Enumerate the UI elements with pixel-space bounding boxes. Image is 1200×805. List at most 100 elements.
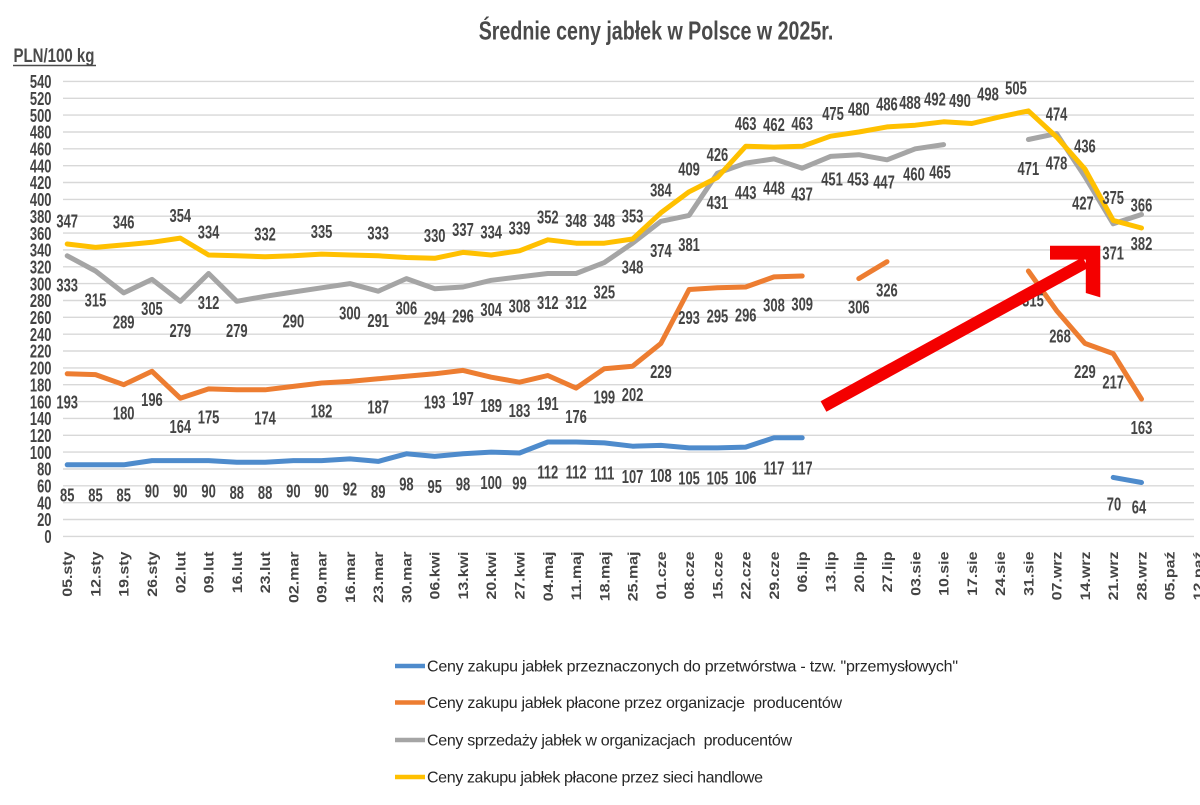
svg-text:03.sie: 03.sie <box>909 552 924 596</box>
svg-text:105: 105 <box>707 470 729 490</box>
svg-text:01.cze: 01.cze <box>655 552 670 600</box>
svg-text:108: 108 <box>650 467 672 487</box>
svg-text:304: 304 <box>480 301 502 321</box>
svg-text:193: 193 <box>56 393 78 413</box>
svg-text:279: 279 <box>226 322 248 342</box>
svg-text:80: 80 <box>37 461 51 481</box>
svg-text:27.lip: 27.lip <box>881 552 896 593</box>
svg-text:300: 300 <box>339 304 361 324</box>
svg-text:308: 308 <box>509 298 531 318</box>
svg-text:PLN/100 kg: PLN/100 kg <box>14 45 95 66</box>
svg-text:17.sie: 17.sie <box>966 552 981 596</box>
svg-text:98: 98 <box>456 475 470 495</box>
svg-text:163: 163 <box>1131 419 1153 439</box>
svg-text:100: 100 <box>30 444 52 464</box>
svg-text:07.wrz: 07.wrz <box>1051 552 1066 601</box>
svg-text:354: 354 <box>170 207 192 227</box>
svg-text:295: 295 <box>707 307 729 327</box>
svg-text:15.cze: 15.cze <box>711 552 726 600</box>
svg-text:90: 90 <box>145 482 159 502</box>
svg-text:112: 112 <box>537 464 558 484</box>
svg-text:27.kwi: 27.kwi <box>514 552 529 600</box>
svg-text:Średnie ceny jabłek w Polsce w: Średnie ceny jabłek w Polsce w 2025r. <box>479 16 834 45</box>
svg-text:335: 335 <box>311 223 333 243</box>
svg-text:24.sie: 24.sie <box>994 552 1009 596</box>
svg-text:478: 478 <box>1046 154 1068 174</box>
svg-text:360: 360 <box>30 225 52 245</box>
svg-text:04.maj: 04.maj <box>542 552 557 602</box>
svg-text:462: 462 <box>763 116 785 136</box>
svg-text:375: 375 <box>1102 189 1124 209</box>
svg-text:451: 451 <box>821 171 843 191</box>
svg-text:498: 498 <box>977 85 999 105</box>
svg-text:180: 180 <box>113 404 135 424</box>
svg-text:217: 217 <box>1102 374 1124 394</box>
svg-text:95: 95 <box>428 478 442 498</box>
svg-text:182: 182 <box>311 403 333 423</box>
svg-text:332: 332 <box>254 225 276 245</box>
svg-text:09.lut: 09.lut <box>203 551 218 593</box>
svg-text:290: 290 <box>283 313 305 333</box>
svg-text:436: 436 <box>1074 138 1096 158</box>
svg-text:346: 346 <box>113 214 135 234</box>
svg-text:440: 440 <box>30 157 52 177</box>
svg-text:160: 160 <box>30 393 52 413</box>
svg-text:382: 382 <box>1131 235 1153 255</box>
svg-text:240: 240 <box>30 326 52 346</box>
svg-text:89: 89 <box>371 483 385 503</box>
svg-text:08.cze: 08.cze <box>683 552 698 600</box>
svg-text:296: 296 <box>452 308 474 328</box>
svg-text:112: 112 <box>566 464 587 484</box>
svg-text:339: 339 <box>509 219 531 239</box>
svg-text:176: 176 <box>565 408 587 428</box>
svg-text:117: 117 <box>764 459 785 479</box>
svg-text:347: 347 <box>56 213 78 233</box>
svg-text:540: 540 <box>30 73 52 93</box>
svg-text:480: 480 <box>848 101 870 121</box>
svg-text:100: 100 <box>480 474 502 494</box>
svg-text:294: 294 <box>424 309 446 329</box>
svg-text:309: 309 <box>791 296 813 316</box>
svg-text:443: 443 <box>735 184 757 204</box>
svg-text:13.kwi: 13.kwi <box>457 552 472 600</box>
svg-text:92: 92 <box>343 481 357 501</box>
svg-text:197: 197 <box>452 390 474 410</box>
svg-text:18.maj: 18.maj <box>598 552 613 602</box>
svg-text:460: 460 <box>903 166 925 186</box>
svg-text:300: 300 <box>30 275 52 295</box>
svg-text:Ceny zakupu jabłek płacone prz: Ceny zakupu jabłek płacone przez sieci h… <box>427 770 763 787</box>
svg-text:85: 85 <box>116 486 130 506</box>
svg-text:380: 380 <box>30 208 52 228</box>
svg-text:353: 353 <box>622 208 644 228</box>
svg-text:427: 427 <box>1072 195 1094 215</box>
svg-text:90: 90 <box>173 482 187 502</box>
svg-text:474: 474 <box>1046 106 1068 126</box>
svg-text:88: 88 <box>230 484 244 504</box>
svg-text:31.sie: 31.sie <box>1022 552 1037 596</box>
svg-text:463: 463 <box>735 115 757 135</box>
svg-text:326: 326 <box>876 281 898 301</box>
svg-text:28.wrz: 28.wrz <box>1136 552 1151 601</box>
svg-text:465: 465 <box>929 164 951 184</box>
svg-text:492: 492 <box>924 90 946 110</box>
svg-text:280: 280 <box>30 292 52 312</box>
svg-text:520: 520 <box>30 90 52 110</box>
svg-text:189: 189 <box>480 397 502 417</box>
svg-text:29.cze: 29.cze <box>768 552 783 600</box>
svg-text:348: 348 <box>594 212 616 232</box>
svg-text:64: 64 <box>1132 499 1146 519</box>
svg-text:140: 140 <box>30 410 52 430</box>
svg-text:420: 420 <box>30 174 52 194</box>
svg-text:183: 183 <box>509 402 531 422</box>
svg-text:312: 312 <box>537 294 559 314</box>
svg-text:175: 175 <box>198 409 220 429</box>
svg-text:164: 164 <box>170 418 192 438</box>
svg-text:0: 0 <box>44 528 51 548</box>
svg-text:490: 490 <box>949 92 971 112</box>
svg-text:193: 193 <box>424 393 446 413</box>
svg-text:437: 437 <box>791 186 813 206</box>
svg-text:Ceny sprzedaży jabłek w organi: Ceny sprzedaży jabłek w organizacjach pr… <box>427 733 792 750</box>
svg-text:117: 117 <box>792 459 813 479</box>
svg-text:106: 106 <box>735 469 757 489</box>
svg-text:460: 460 <box>30 140 52 160</box>
